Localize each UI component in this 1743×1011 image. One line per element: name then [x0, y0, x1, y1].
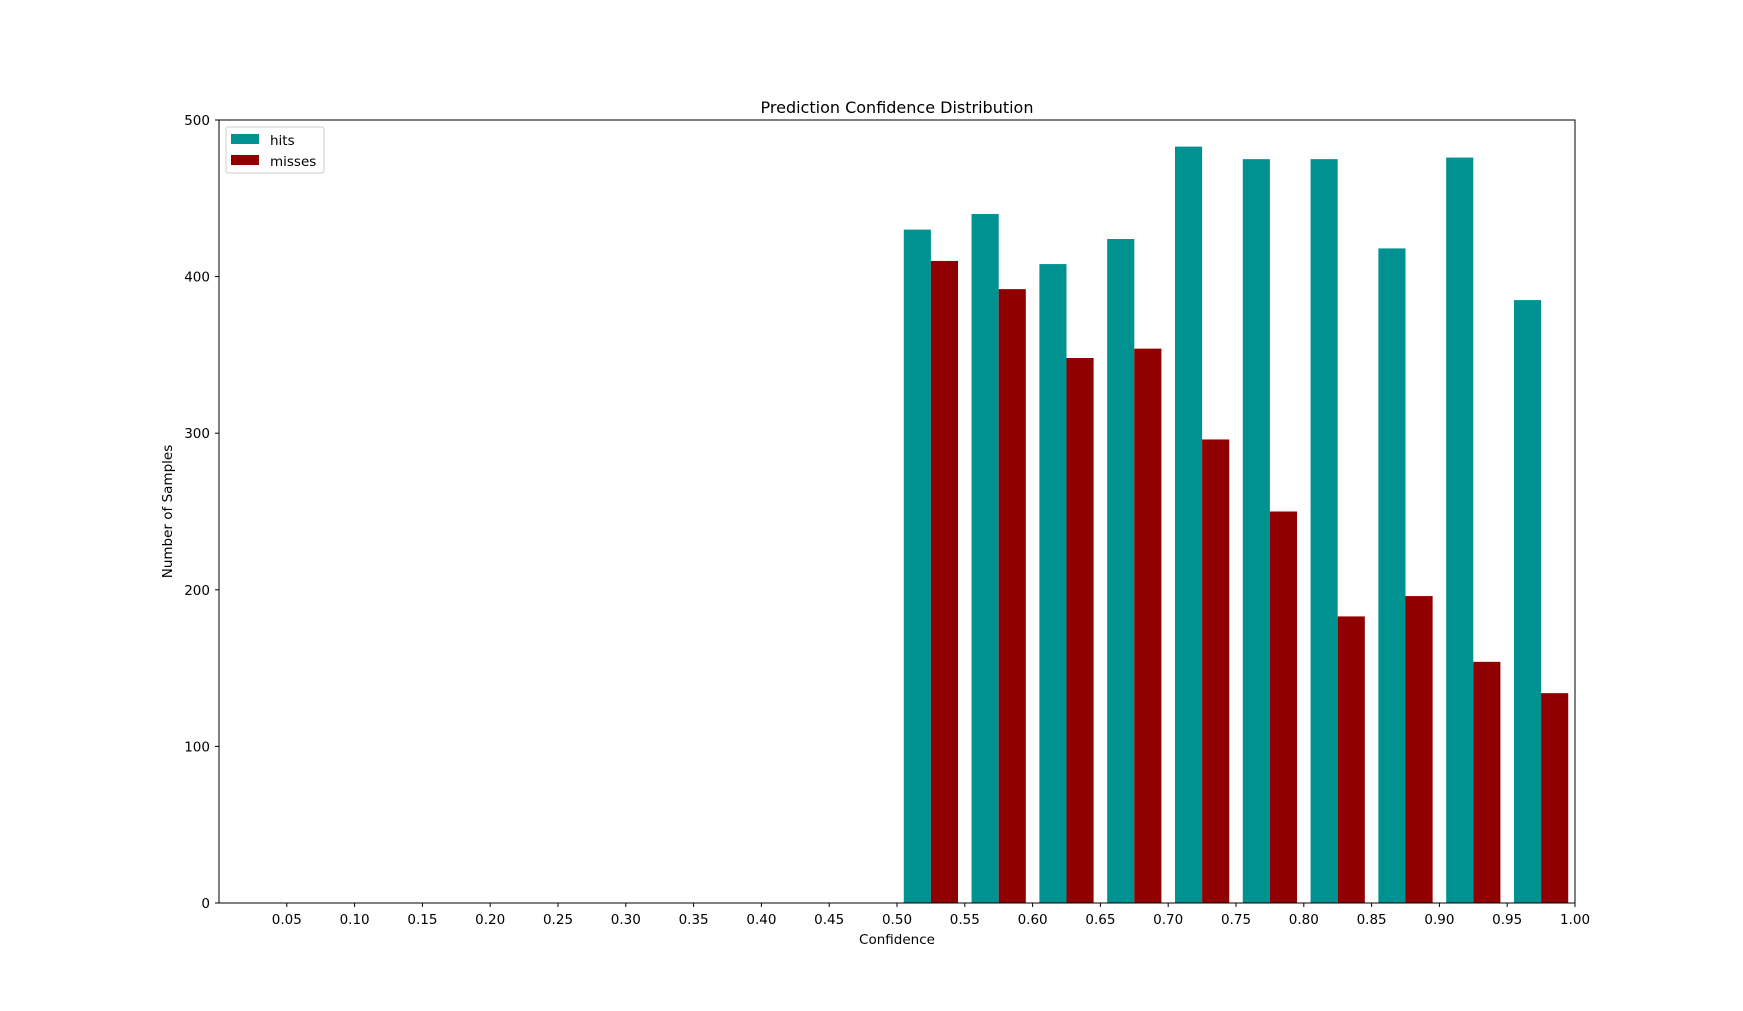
- y-tick-label: 0: [201, 896, 210, 912]
- bar-misses-4: [1202, 439, 1230, 903]
- legend-swatch-hits: [231, 134, 259, 144]
- bar-misses-7: [1405, 596, 1433, 903]
- bar-hits-1: [971, 213, 999, 903]
- x-tick-label: 0.70: [1153, 912, 1183, 928]
- bar-hits-6: [1310, 159, 1338, 903]
- bar-misses-5: [1269, 511, 1298, 903]
- x-tick-label: 0.40: [746, 912, 776, 928]
- y-tick-label: 400: [184, 270, 210, 286]
- legend: hits misses: [225, 126, 325, 174]
- bar-hits-7: [1378, 248, 1406, 903]
- x-tick-label: 0.45: [814, 912, 844, 928]
- y-axis-ticks: 0 100 200 300 400 500: [184, 113, 219, 912]
- x-tick-label: 0.25: [543, 912, 573, 928]
- bar-hits-0: [903, 229, 931, 903]
- x-tick-label: 0.75: [1221, 912, 1251, 928]
- bar-hits-8: [1446, 157, 1474, 903]
- legend-swatch-misses: [231, 155, 259, 165]
- bar-misses-6: [1337, 616, 1365, 903]
- y-tick-label: 100: [184, 739, 210, 755]
- bar-misses-3: [1134, 348, 1162, 903]
- x-tick-label: 0.10: [340, 912, 370, 928]
- chart-title: Prediction Confidence Distribution: [761, 98, 1034, 117]
- y-axis-label: Number of Samples: [160, 445, 176, 578]
- bar-hits-4: [1174, 146, 1203, 903]
- x-tick-label: 0.60: [1018, 912, 1048, 928]
- x-tick-label: 0.90: [1424, 912, 1454, 928]
- bars-layer: [903, 146, 1569, 904]
- x-tick-label: 0.35: [679, 912, 709, 928]
- x-tick-label: 0.80: [1289, 912, 1319, 928]
- x-tick-label: 0.05: [272, 912, 302, 928]
- bar-hits-2: [1039, 264, 1067, 903]
- x-tick-label: 1.00: [1560, 912, 1590, 928]
- legend-label-hits: hits: [270, 133, 295, 149]
- x-tick-label: 0.55: [950, 912, 980, 928]
- y-tick-label: 500: [184, 113, 210, 129]
- x-tick-label: 0.95: [1492, 912, 1522, 928]
- legend-label-misses: misses: [270, 154, 316, 170]
- bar-misses-8: [1473, 661, 1501, 903]
- bar-misses-9: [1541, 693, 1569, 903]
- bar-misses-0: [930, 260, 959, 903]
- bar-hits-3: [1107, 239, 1135, 903]
- y-tick-label: 300: [184, 426, 210, 442]
- x-tick-label: 0.50: [882, 912, 912, 928]
- x-tick-label: 0.15: [407, 912, 437, 928]
- bar-hits-9: [1513, 300, 1542, 904]
- bar-misses-1: [998, 289, 1026, 903]
- bar-hits-5: [1242, 159, 1270, 903]
- x-axis-ticks: 0.05 0.10 0.15 0.20 0.25 0.30 0.35 0.40 0.45 0.50…: [272, 903, 1590, 928]
- y-tick-label: 200: [184, 583, 210, 599]
- bar-misses-2: [1066, 358, 1094, 903]
- x-tick-label: 0.85: [1357, 912, 1387, 928]
- x-axis-label: Confidence: [859, 932, 935, 948]
- x-tick-label: 0.65: [1085, 912, 1115, 928]
- x-tick-label: 0.30: [611, 912, 641, 928]
- x-tick-label: 0.20: [475, 912, 505, 928]
